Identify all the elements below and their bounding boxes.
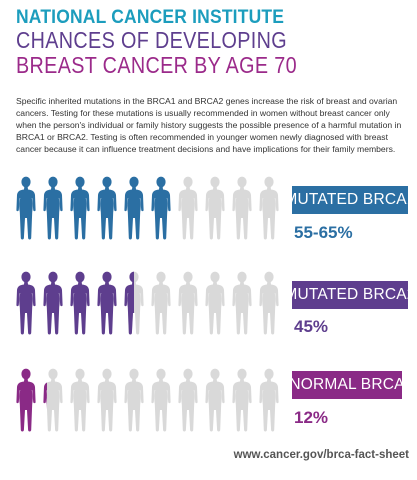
person-figure — [70, 368, 90, 432]
person-figure — [97, 368, 117, 432]
figures-brca2 — [16, 270, 286, 336]
pictogram-normal — [16, 368, 279, 432]
person-figure — [259, 176, 279, 240]
title-line-1: NATIONAL CANCER INSTITUTE — [16, 7, 285, 28]
figures-brca1 — [16, 175, 286, 241]
title-line-3: BREAST CANCER BY AGE 70 — [16, 52, 297, 78]
person-figure — [259, 271, 279, 335]
percent-normal: 12% — [294, 408, 329, 427]
person-figure — [205, 176, 225, 240]
intro-paragraph: Specific inherited mutations in the BRCA… — [16, 96, 402, 154]
header: NATIONAL CANCER INSTITUTE CHANCES OF DEV… — [16, 8, 411, 78]
person-figure — [151, 176, 171, 240]
row-normal: NORMAL BRCA 12% — [0, 367, 417, 437]
percent-brca2: 45% — [294, 317, 329, 336]
row-brca1: MUTATED BRCA1 55-65% — [0, 175, 417, 245]
row-brca2: MUTATED BRCA2 45% — [0, 270, 417, 340]
person-figure — [43, 176, 63, 240]
percent-brca1: 55-65% — [294, 223, 353, 242]
person-figure — [232, 271, 252, 335]
person-figure — [178, 271, 198, 335]
person-figure — [151, 271, 171, 335]
person-figure — [205, 271, 225, 335]
person-figure — [124, 368, 144, 432]
person-figure — [16, 368, 36, 432]
person-figure — [205, 368, 225, 432]
label-brca2: MUTATED BRCA2 — [284, 281, 415, 309]
source-url: www.cancer.gov/brca-fact-sheet — [233, 449, 409, 461]
person-figure — [97, 271, 117, 335]
person-figure — [178, 368, 198, 432]
pictogram-brca2 — [16, 271, 279, 335]
person-figure — [232, 368, 252, 432]
label-brca1: MUTATED BRCA1 — [284, 186, 415, 214]
figures-normal — [16, 367, 286, 433]
person-figure — [70, 176, 90, 240]
person-figure — [16, 176, 36, 240]
person-figure — [16, 271, 36, 335]
person-figure — [232, 176, 252, 240]
title-line-2: CHANCES OF DEVELOPING — [16, 27, 288, 53]
person-figure — [43, 271, 63, 335]
person-figure — [70, 271, 90, 335]
person-figure — [259, 368, 279, 432]
person-figure — [43, 368, 63, 432]
person-figure — [124, 176, 144, 240]
person-figure — [178, 176, 198, 240]
person-figure — [151, 368, 171, 432]
label-normal: NORMAL BRCA — [289, 371, 404, 399]
person-figure — [124, 271, 144, 335]
pictogram-brca1 — [16, 176, 279, 240]
person-figure — [97, 176, 117, 240]
